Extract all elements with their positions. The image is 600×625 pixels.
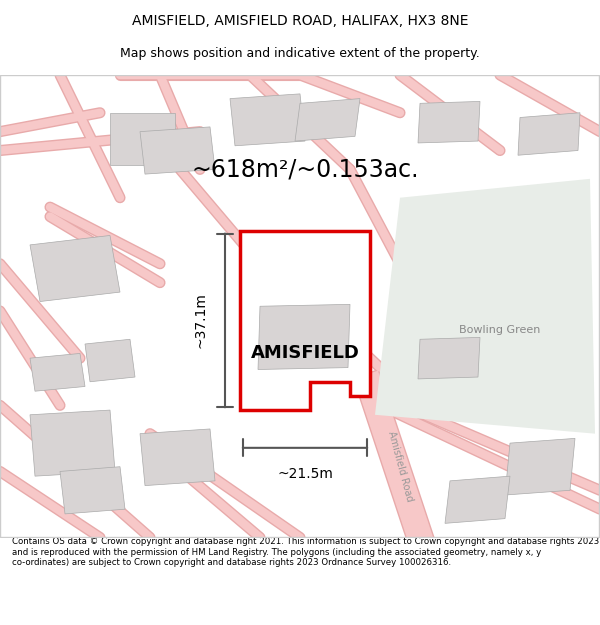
Polygon shape [418,101,480,143]
Polygon shape [240,231,370,410]
Polygon shape [110,112,175,164]
Text: ~21.5m: ~21.5m [277,467,333,481]
Polygon shape [518,112,580,155]
Text: AMISFIELD, AMISFIELD ROAD, HALIFAX, HX3 8NE: AMISFIELD, AMISFIELD ROAD, HALIFAX, HX3 … [132,14,468,28]
Text: Map shows position and indicative extent of the property.: Map shows position and indicative extent… [120,48,480,61]
Polygon shape [375,179,595,434]
Polygon shape [60,467,125,514]
Polygon shape [418,338,480,379]
Polygon shape [140,127,215,174]
Polygon shape [85,339,135,382]
Text: Bowling Green: Bowling Green [460,325,541,335]
Text: Amisfield Road: Amisfield Road [386,431,414,503]
Text: ~37.1m: ~37.1m [193,292,207,348]
Polygon shape [230,94,305,146]
Polygon shape [258,304,350,369]
Polygon shape [505,438,575,495]
Polygon shape [445,476,510,523]
Text: ~618m²/~0.153ac.: ~618m²/~0.153ac. [191,158,419,181]
Polygon shape [295,99,360,141]
Polygon shape [140,429,215,486]
Text: Contains OS data © Crown copyright and database right 2021. This information is : Contains OS data © Crown copyright and d… [12,538,599,568]
Polygon shape [30,410,115,476]
Polygon shape [30,354,85,391]
Text: AMISFIELD: AMISFIELD [251,344,359,362]
Polygon shape [30,236,120,301]
